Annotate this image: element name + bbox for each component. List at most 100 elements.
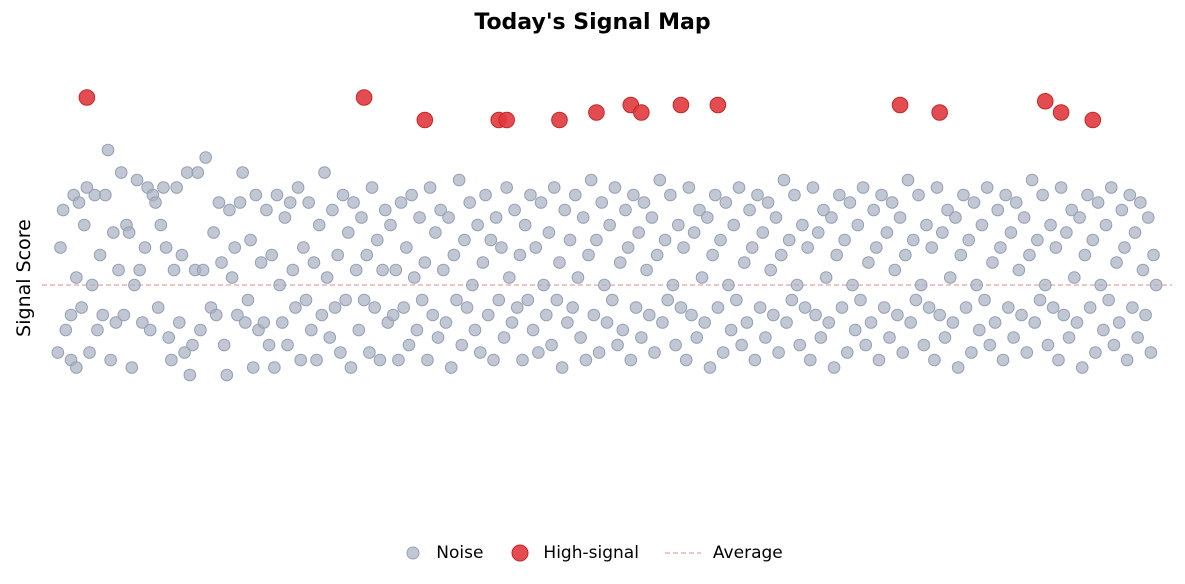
noise-point bbox=[650, 248, 664, 262]
high-signal-point bbox=[588, 104, 605, 121]
high-signal-point bbox=[78, 89, 96, 106]
noise-point bbox=[323, 331, 337, 344]
noise-point bbox=[730, 293, 743, 307]
noise-point bbox=[157, 181, 170, 194]
noise-point bbox=[336, 188, 350, 202]
noise-point bbox=[532, 346, 545, 359]
high-signal-point bbox=[1052, 104, 1070, 121]
noise-point bbox=[613, 256, 627, 269]
noise-point bbox=[569, 188, 582, 202]
noise-point bbox=[244, 233, 257, 247]
noise-point bbox=[125, 361, 139, 374]
noise-point bbox=[796, 218, 809, 232]
noise-point bbox=[1015, 308, 1028, 322]
noise-point bbox=[236, 166, 249, 179]
noise-point bbox=[827, 361, 841, 374]
noise-point bbox=[1083, 301, 1097, 314]
noise-point bbox=[212, 196, 226, 209]
noise-point bbox=[151, 301, 165, 314]
noise-point bbox=[341, 226, 355, 239]
noise-point bbox=[442, 211, 455, 224]
noise-point bbox=[553, 256, 566, 269]
noise-point bbox=[101, 143, 115, 157]
noise-point bbox=[590, 233, 603, 247]
noise-point bbox=[1131, 331, 1144, 344]
noise-point bbox=[88, 188, 102, 202]
noise-point bbox=[539, 308, 553, 322]
noise-point bbox=[1097, 323, 1110, 337]
noise-point bbox=[978, 293, 991, 307]
noise-point bbox=[371, 233, 384, 247]
noise-point bbox=[666, 278, 680, 292]
noise-point bbox=[1012, 263, 1026, 277]
noise-point bbox=[611, 338, 624, 352]
noise-point bbox=[1089, 346, 1102, 359]
noise-point bbox=[1126, 301, 1139, 314]
noise-point bbox=[693, 203, 706, 217]
noise-point bbox=[273, 278, 286, 292]
noise-point bbox=[70, 361, 83, 374]
noise-point bbox=[661, 293, 675, 307]
noise-point bbox=[975, 218, 989, 232]
noise-point bbox=[780, 316, 793, 329]
noise-point bbox=[893, 211, 907, 224]
noise-point bbox=[706, 248, 719, 262]
noise-point bbox=[1060, 226, 1073, 239]
noise-point bbox=[1023, 248, 1036, 262]
noise-point bbox=[510, 301, 524, 314]
noise-series bbox=[51, 143, 1163, 382]
noise-point bbox=[571, 271, 585, 284]
noise-point bbox=[798, 301, 812, 314]
noise-point bbox=[59, 323, 73, 337]
noise-point bbox=[637, 196, 651, 209]
noise-point bbox=[194, 323, 207, 337]
noise-point bbox=[1009, 196, 1023, 209]
noise-point bbox=[801, 241, 814, 254]
noise-point bbox=[1041, 338, 1055, 352]
noise-point bbox=[392, 353, 405, 367]
noise-point bbox=[223, 203, 236, 217]
noise-point bbox=[257, 316, 271, 329]
noise-point bbox=[946, 316, 960, 329]
noise-point bbox=[418, 256, 432, 269]
noise-point bbox=[756, 226, 770, 239]
noise-point bbox=[817, 203, 830, 217]
noise-point bbox=[566, 301, 579, 314]
noise-point bbox=[178, 346, 191, 359]
noise-point bbox=[933, 308, 946, 322]
noise-point bbox=[312, 218, 326, 232]
noise-point bbox=[563, 233, 577, 247]
noise-point bbox=[400, 241, 413, 254]
noise-point bbox=[991, 203, 1005, 217]
legend-item-noise[interactable]: Noise bbox=[402, 542, 483, 564]
noise-point bbox=[909, 293, 923, 307]
noise-point bbox=[1036, 188, 1049, 202]
noise-point bbox=[207, 226, 220, 239]
legend-item-average[interactable]: Average bbox=[664, 542, 783, 564]
noise-point bbox=[299, 293, 313, 307]
noise-point bbox=[1078, 248, 1092, 262]
noise-point bbox=[294, 353, 308, 367]
noise-point bbox=[130, 173, 144, 187]
noise-point bbox=[938, 331, 952, 344]
noise-point bbox=[642, 308, 656, 322]
noise-point bbox=[209, 308, 223, 322]
noise-point bbox=[278, 211, 292, 224]
high-signal-series bbox=[78, 89, 1102, 129]
legend-item-high-signal[interactable]: High-signal bbox=[509, 542, 639, 564]
noise-point bbox=[489, 211, 503, 224]
noise-point bbox=[833, 188, 846, 202]
legend: Noise High-signal Average bbox=[0, 540, 1185, 566]
noise-point bbox=[518, 218, 532, 232]
high-signal-point bbox=[551, 111, 568, 129]
noise-point bbox=[930, 181, 944, 194]
noise-point bbox=[114, 166, 128, 179]
noise-point bbox=[774, 248, 788, 262]
noise-point bbox=[970, 278, 983, 292]
noise-point bbox=[627, 188, 640, 202]
noise-point bbox=[761, 196, 775, 209]
noise-point bbox=[215, 256, 228, 269]
noise-point bbox=[77, 218, 91, 232]
noise-point bbox=[767, 308, 780, 322]
noise-point bbox=[542, 226, 556, 239]
